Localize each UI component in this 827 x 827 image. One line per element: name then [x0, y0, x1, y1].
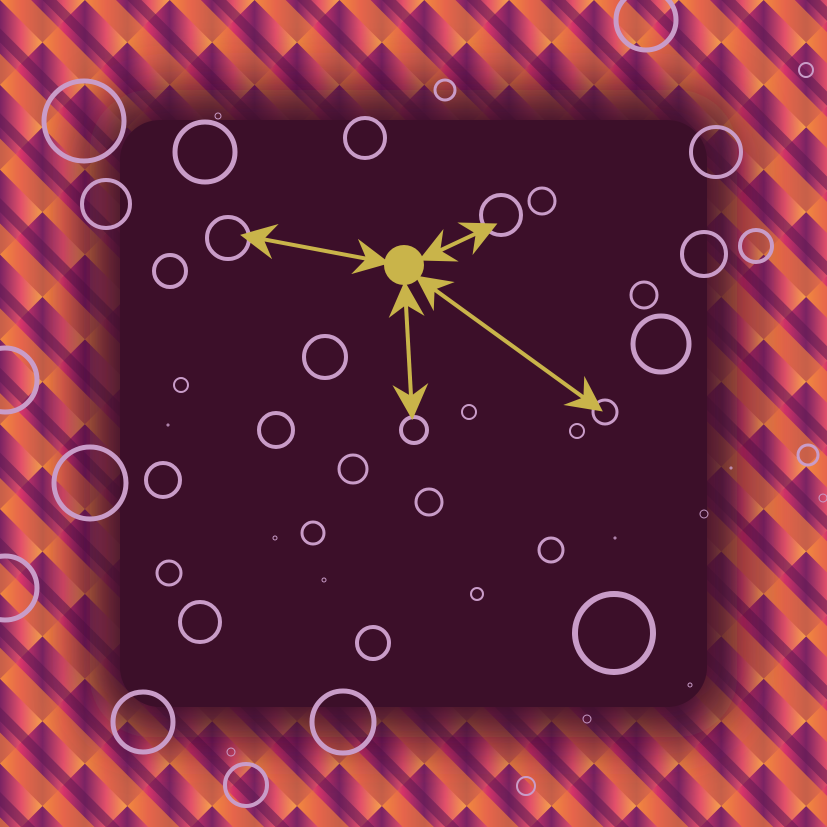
ring-icon	[689, 125, 743, 179]
ring-icon	[433, 78, 457, 102]
ring-icon	[257, 411, 295, 449]
ring-icon	[699, 509, 709, 519]
ring-icon	[321, 577, 327, 583]
arrow-to-upper-right-ring	[418, 222, 498, 262]
arrow-to-left-ring	[240, 223, 390, 275]
ring-icon	[173, 377, 189, 393]
ring-icon	[41, 78, 127, 164]
ring-icon	[166, 423, 170, 427]
ring-icon	[178, 600, 222, 644]
ring-icon	[613, 536, 617, 540]
ring-icon	[629, 280, 659, 310]
ring-icon	[51, 444, 129, 522]
ring-icon	[309, 688, 377, 756]
ring-icon	[300, 520, 326, 546]
ring-icon	[343, 116, 387, 160]
ring-icon	[479, 193, 523, 237]
ring-icon	[172, 119, 238, 185]
ring-icon	[302, 334, 348, 380]
ring-icon	[152, 253, 188, 289]
ring-icon	[337, 453, 369, 485]
ring-icon	[516, 776, 536, 796]
ring-icon	[414, 487, 444, 517]
arrow-layer	[240, 222, 603, 420]
ring-icon	[630, 313, 692, 375]
ring-icon	[729, 466, 733, 470]
arrow-to-lower-ring	[388, 281, 429, 420]
ring-icon	[796, 443, 820, 467]
hub-dot-icon	[384, 245, 424, 285]
ring-icon	[144, 461, 182, 499]
ring-icon	[591, 398, 619, 426]
ring-icon	[569, 423, 585, 439]
ring-icon	[582, 714, 592, 724]
ring-icon	[527, 186, 557, 216]
ring-icon	[0, 345, 40, 415]
ring-icon	[214, 112, 222, 120]
ring-icon	[223, 762, 269, 808]
ring-icon	[470, 587, 484, 601]
ring-icon	[355, 625, 391, 661]
ring-icon	[572, 591, 656, 675]
ring-icon	[613, 0, 679, 53]
ring-icon	[272, 535, 278, 541]
ring-icon	[80, 178, 132, 230]
ring-icon	[155, 559, 183, 587]
ring-icon	[226, 747, 236, 757]
ring-layer	[0, 0, 827, 808]
ring-icon	[680, 230, 728, 278]
arrow-to-right-ring	[415, 275, 603, 412]
ring-icon	[0, 553, 40, 623]
ring-icon	[798, 62, 814, 78]
ring-icon	[738, 228, 774, 264]
ring-icon	[818, 493, 827, 503]
ring-icon	[110, 689, 176, 755]
ring-icon	[687, 682, 693, 688]
ring-icon	[537, 536, 565, 564]
